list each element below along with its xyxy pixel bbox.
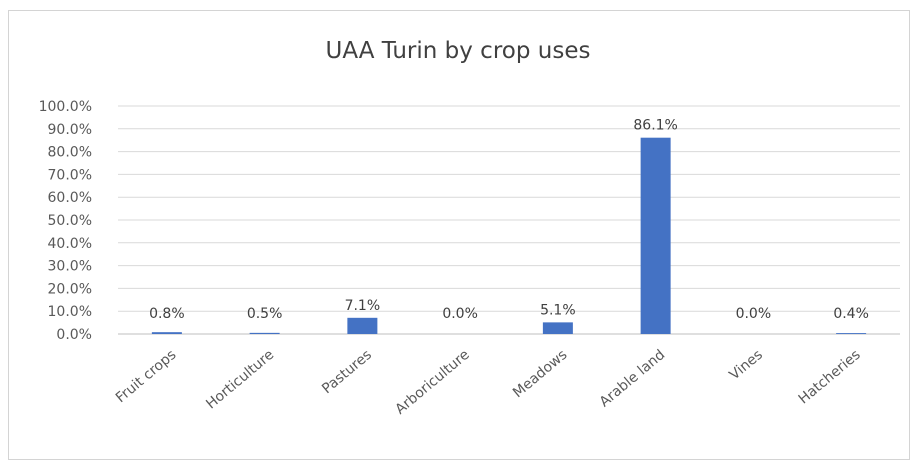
y-tick-label: 90.0% [48, 122, 92, 138]
bar [151, 332, 182, 334]
y-tick-label: 80.0% [48, 145, 92, 161]
y-tick-label: 0.0% [56, 327, 92, 343]
data-label: 0.5% [247, 306, 283, 322]
category-label: Pastures [319, 347, 375, 397]
data-label: 0.0% [736, 306, 772, 322]
y-tick-label: 10.0% [48, 304, 92, 320]
category-label: Hatcheries [796, 347, 864, 408]
y-tick-label: 70.0% [48, 167, 92, 183]
data-label: 86.1% [633, 118, 677, 134]
y-tick-label: 20.0% [48, 281, 92, 297]
bar [836, 333, 867, 334]
y-tick-label: 60.0% [48, 190, 92, 206]
y-tick-label: 50.0% [48, 213, 92, 229]
y-tick-label: 30.0% [48, 259, 92, 275]
bar [640, 137, 671, 334]
data-label: 0.4% [833, 306, 869, 322]
chart-title: UAA Turin by crop uses [325, 38, 591, 64]
bar [249, 332, 280, 334]
data-label: 0.0% [442, 306, 478, 322]
chart-area [8, 10, 910, 460]
bar [347, 317, 378, 334]
y-tick-label: 100.0% [39, 99, 92, 115]
y-tick-label: 40.0% [48, 236, 92, 252]
data-label: 0.8% [149, 306, 185, 322]
category-label: Vines [727, 347, 766, 384]
category-label: Horticulture [203, 347, 277, 413]
category-label: Arable land [597, 347, 669, 411]
category-label: Fruit crops [113, 347, 180, 406]
category-label: Arboriculture [392, 347, 472, 418]
category-label: Meadows [510, 347, 570, 401]
data-label: 5.1% [540, 302, 576, 318]
bar [542, 322, 573, 334]
data-label: 7.1% [345, 298, 381, 314]
